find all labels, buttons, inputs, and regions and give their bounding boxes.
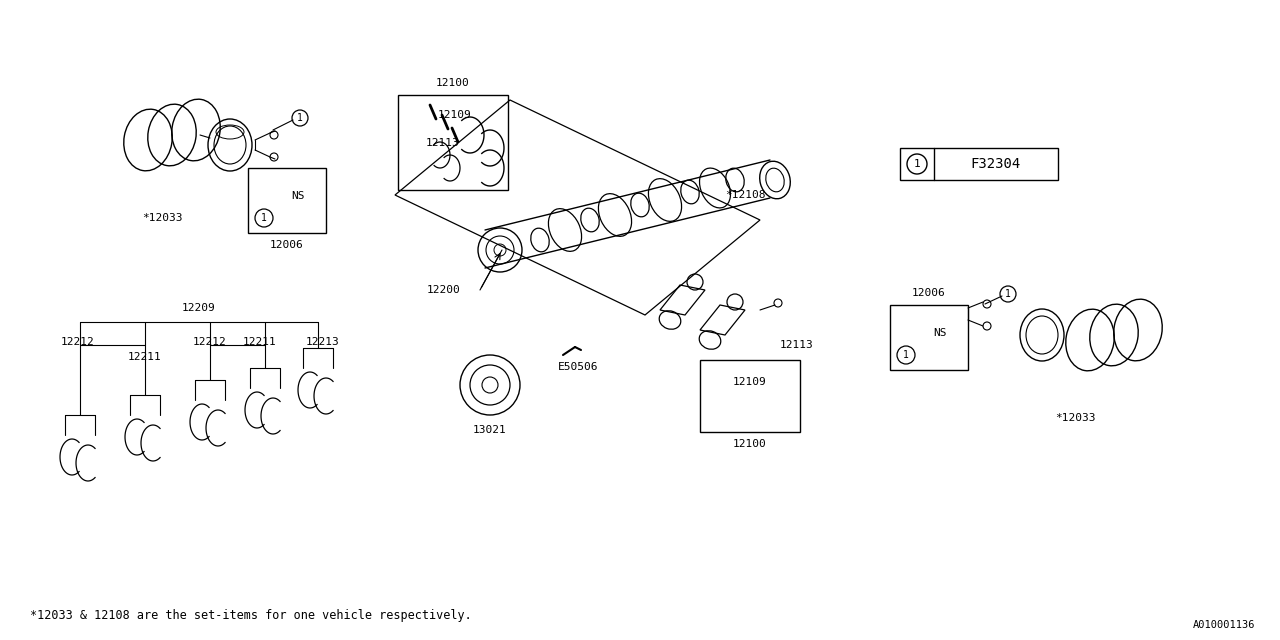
Bar bbox=[700, 360, 800, 432]
Bar bbox=[248, 168, 326, 233]
Text: 12006: 12006 bbox=[913, 288, 946, 298]
Text: 1: 1 bbox=[904, 350, 909, 360]
Text: NS: NS bbox=[933, 328, 947, 338]
Text: 12211: 12211 bbox=[243, 337, 276, 347]
Text: *12033 & 12108 are the set-items for one vehicle respectively.: *12033 & 12108 are the set-items for one… bbox=[29, 609, 472, 621]
Text: *12033: *12033 bbox=[142, 213, 182, 223]
Text: 12109: 12109 bbox=[438, 110, 472, 120]
Bar bbox=[890, 305, 968, 370]
Text: 12109: 12109 bbox=[733, 377, 767, 387]
Text: 12213: 12213 bbox=[306, 337, 340, 347]
Text: 12113: 12113 bbox=[426, 138, 460, 148]
Text: 13021: 13021 bbox=[474, 425, 507, 435]
Text: 12200: 12200 bbox=[426, 285, 460, 295]
Text: 12113: 12113 bbox=[780, 340, 814, 350]
Text: *12108: *12108 bbox=[724, 190, 765, 200]
Bar bbox=[900, 148, 1059, 180]
Text: 1: 1 bbox=[261, 213, 268, 223]
Text: 12211: 12211 bbox=[128, 352, 161, 362]
Text: 12100: 12100 bbox=[436, 78, 470, 88]
Text: A010001136: A010001136 bbox=[1193, 620, 1254, 630]
Text: F32304: F32304 bbox=[970, 157, 1021, 171]
Text: 12006: 12006 bbox=[270, 240, 303, 250]
Text: 1: 1 bbox=[297, 113, 303, 123]
Text: E50506: E50506 bbox=[558, 362, 599, 372]
Text: *12033: *12033 bbox=[1055, 413, 1096, 423]
Text: 12100: 12100 bbox=[733, 439, 767, 449]
Text: 1: 1 bbox=[1005, 289, 1011, 299]
Text: 12212: 12212 bbox=[193, 337, 227, 347]
Text: NS: NS bbox=[292, 191, 305, 201]
Text: 1: 1 bbox=[914, 159, 920, 169]
Bar bbox=[398, 95, 508, 190]
Text: 12209: 12209 bbox=[182, 303, 216, 313]
Text: 12212: 12212 bbox=[61, 337, 95, 347]
